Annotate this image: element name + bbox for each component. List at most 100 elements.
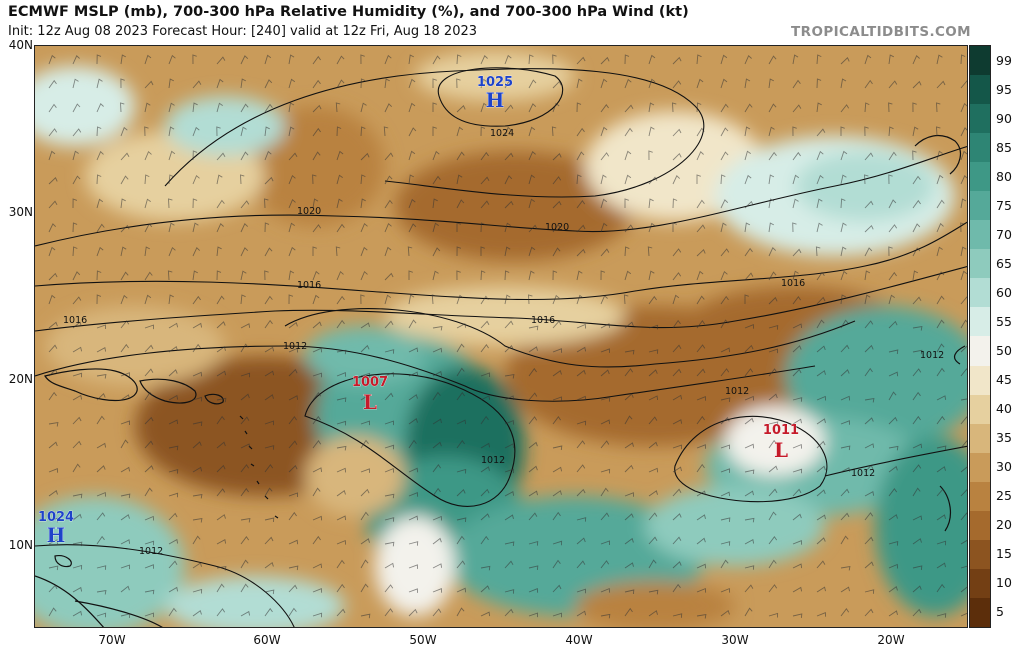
wind-barb [240, 174, 245, 185]
wind-barb [216, 539, 227, 545]
wind-barb [312, 104, 322, 113]
wind-barb [384, 272, 394, 281]
wind-barb [936, 540, 947, 546]
wind-barb [600, 174, 607, 185]
wind-barb [576, 346, 587, 353]
wind-barb [48, 539, 59, 545]
wind-barb [576, 224, 586, 233]
wind-barb [408, 102, 416, 113]
wind-barb [864, 126, 869, 137]
wind-barb [816, 296, 826, 305]
wind-barb [384, 175, 393, 185]
wind-barb [120, 152, 130, 161]
wind-barb [648, 512, 658, 521]
wind-barb [696, 151, 704, 161]
wind-barb [480, 102, 488, 113]
wind-barb [792, 613, 803, 618]
wind-barb [840, 488, 850, 497]
low-center-value: 1011 [763, 423, 799, 438]
wind-barb [432, 441, 442, 449]
wind-barb [48, 246, 56, 257]
colorbar-swatch [970, 452, 990, 482]
wind-barb [288, 584, 298, 593]
wind-barb [168, 419, 179, 425]
wind-barb [288, 222, 295, 233]
wind-barb [672, 344, 682, 353]
lat-label-30n: 30N [8, 205, 33, 219]
weather-map[interactable]: 1024 1020 1020 1016 1016 1016 1016 1012 … [34, 45, 968, 628]
wind-barb [720, 54, 728, 65]
wind-barb [648, 441, 658, 449]
wind-barb [96, 126, 102, 137]
wind-barb [768, 151, 777, 161]
wind-barb [312, 127, 321, 137]
wind-barb [312, 174, 317, 185]
wind-barb [624, 492, 634, 497]
wind-barb [888, 174, 893, 185]
colorbar-swatch [970, 249, 990, 279]
wind-barb [768, 393, 778, 401]
wind-barb [408, 198, 416, 209]
wind-barb [168, 607, 177, 617]
wind-barb [456, 367, 465, 377]
wind-barb [816, 345, 826, 353]
wind-barb [312, 55, 321, 65]
wind-barb [168, 198, 173, 209]
wind-barb [888, 540, 899, 546]
colorbar-swatch [970, 336, 990, 366]
wind-barb [792, 222, 797, 233]
wind-barb [840, 535, 849, 545]
wind-barb [552, 348, 563, 353]
wind-barb [936, 222, 944, 233]
wind-barb [960, 54, 966, 65]
wind-barb [456, 391, 465, 401]
wind-barb [672, 583, 681, 593]
wind-barb [744, 103, 753, 113]
wind-barb [600, 512, 610, 521]
wind-barb [408, 174, 415, 185]
wind-barb [480, 78, 488, 89]
wind-barb [624, 104, 634, 113]
wind-barb [552, 247, 561, 257]
wind-barb [912, 247, 921, 257]
wind-barb [288, 347, 299, 353]
wind-barb [168, 102, 175, 113]
wind-barb [456, 151, 465, 161]
wind-barb [720, 248, 730, 257]
wind-barb [504, 589, 515, 594]
wind-barb [504, 560, 514, 569]
wind-barb [216, 270, 222, 281]
wind-barb [264, 346, 275, 353]
wind-barb [96, 465, 106, 473]
wind-barb [528, 367, 537, 377]
lat-label-20n: 20N [8, 372, 33, 386]
colorbar-swatch [970, 394, 990, 424]
wind-barb [744, 417, 754, 425]
wind-barb [480, 151, 489, 161]
wind-barb [648, 126, 655, 137]
wind-barb [48, 79, 57, 89]
wind-barb [744, 324, 755, 329]
wind-barb [600, 348, 610, 353]
wind-barb [408, 78, 416, 89]
wind-barb [576, 588, 586, 594]
wind-barb [864, 224, 874, 233]
wind-barb [576, 369, 586, 377]
wind-barb [192, 609, 202, 617]
wind-barb [576, 464, 586, 473]
wind-barb [504, 395, 515, 401]
wind-barb [552, 294, 560, 305]
wind-barb [480, 126, 486, 137]
wind-barb [264, 176, 274, 185]
wind-barb [792, 104, 802, 113]
wind-barb [96, 324, 106, 329]
wind-barb [864, 561, 874, 569]
wind-barb [504, 294, 511, 305]
wind-barb [888, 320, 898, 329]
wind-barb [504, 419, 515, 425]
wind-barb [384, 562, 395, 569]
wind-barb [144, 440, 154, 449]
wind-barb [288, 152, 298, 161]
wind-barb [816, 78, 822, 89]
wind-barb [840, 150, 848, 161]
